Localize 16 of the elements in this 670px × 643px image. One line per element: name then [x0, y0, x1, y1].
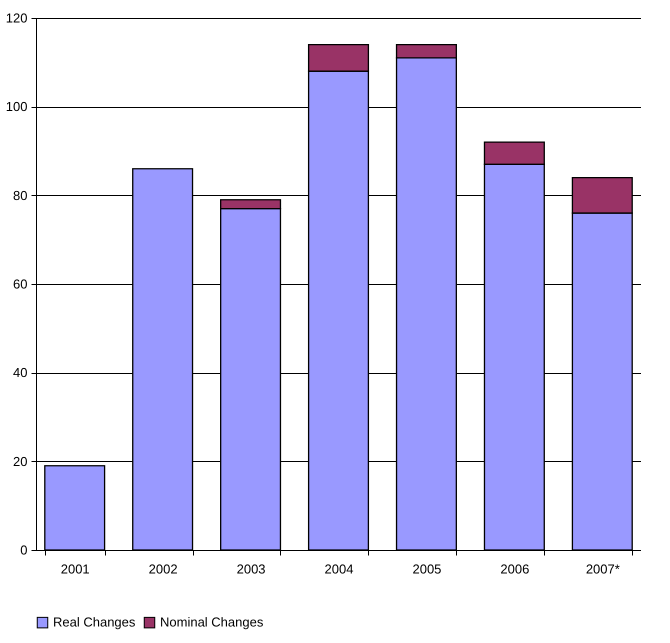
x-tick-label: 2006	[500, 562, 530, 576]
x-tick-label: 2002	[148, 562, 178, 576]
x-tick-label: 2003	[236, 562, 266, 576]
x-tick-label: 2005	[412, 562, 442, 576]
y-tick-label: 60	[13, 276, 28, 292]
y-tick-label: 20	[13, 454, 28, 469]
x-tick-label: 2001	[60, 562, 90, 576]
legend-label: Nominal Changes	[160, 614, 264, 630]
y-tick-label: 100	[6, 99, 28, 114]
x-tick-label: 2007*	[586, 562, 620, 576]
y-tick-label: 0	[20, 542, 28, 558]
y-tick-label: 40	[13, 365, 28, 380]
legend-label: Real Changes	[53, 614, 136, 630]
y-tick-label: 80	[13, 188, 28, 203]
x-tick-label: 2004	[324, 562, 354, 576]
y-tick-label: 120	[6, 10, 28, 26]
